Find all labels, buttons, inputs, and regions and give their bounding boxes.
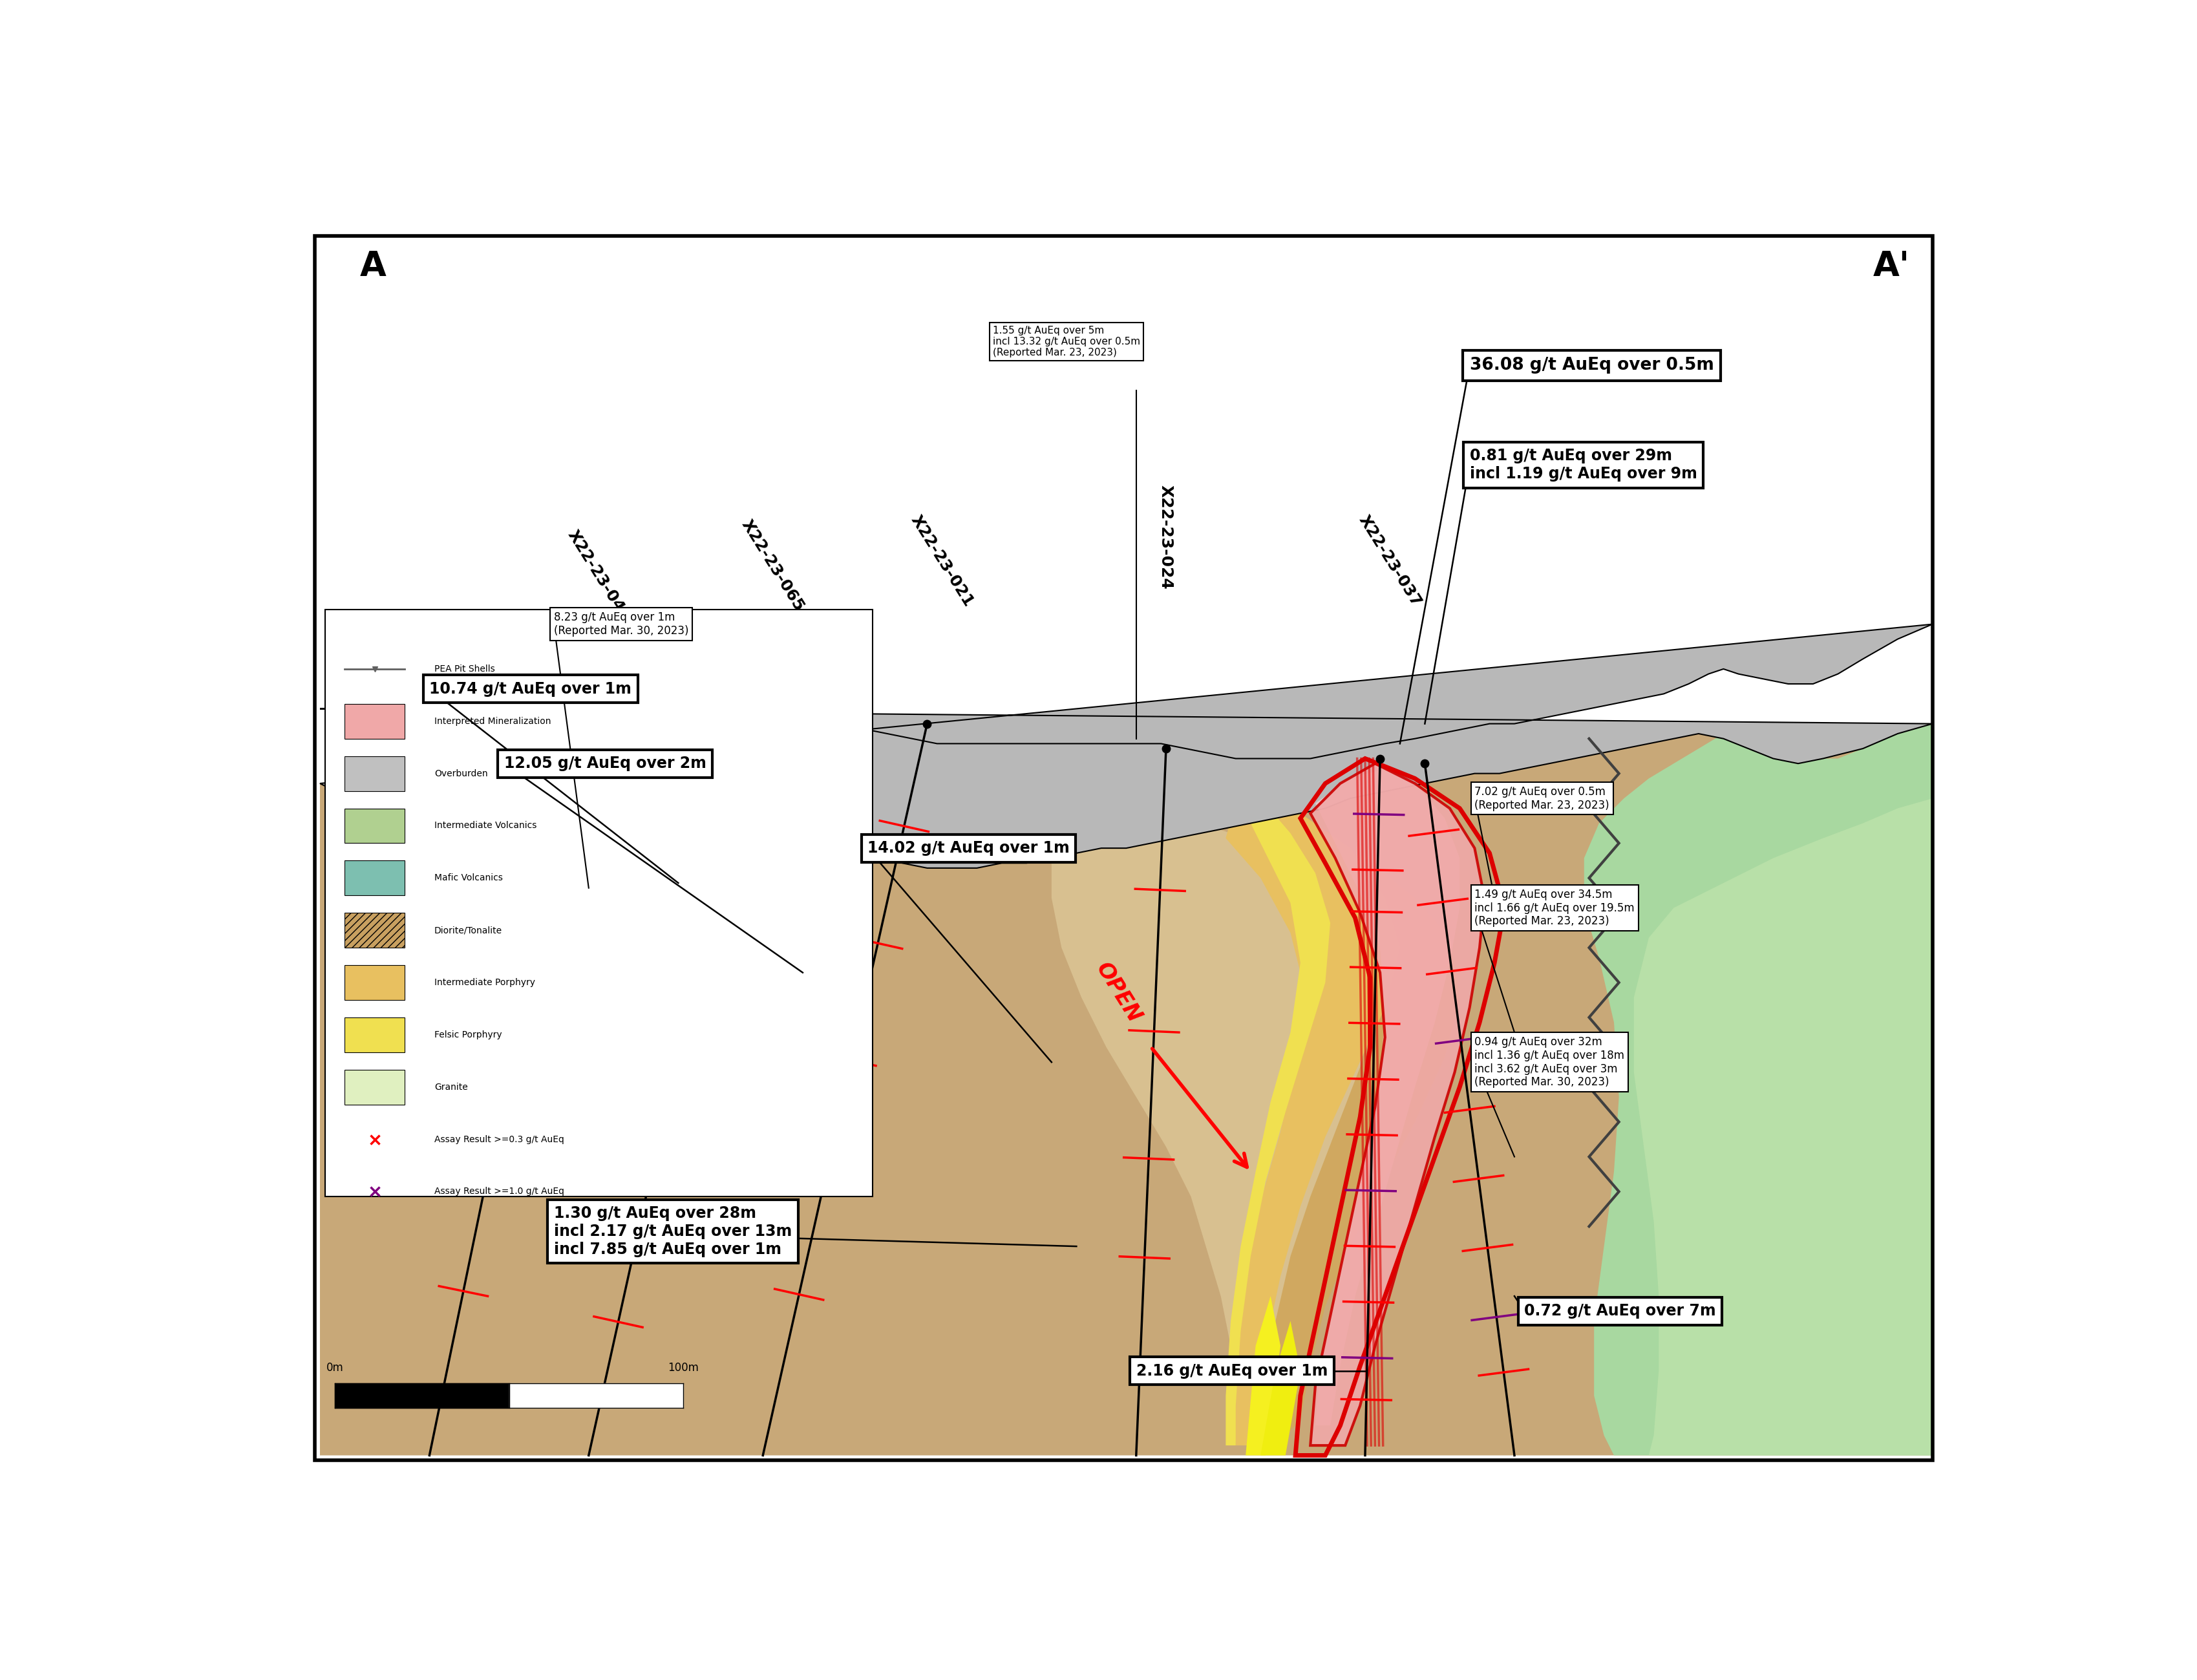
Bar bbox=[345, 756, 404, 791]
Text: 14.02 g/t AuEq over 1m: 14.02 g/t AuEq over 1m bbox=[868, 840, 1070, 855]
Text: 0.94 g/t AuEq over 32m
incl 1.36 g/t AuEq over 18m
incl 3.62 g/t AuEq over 3m
(R: 0.94 g/t AuEq over 32m incl 1.36 g/t AuE… bbox=[1474, 1037, 1624, 1089]
Bar bbox=[325, 610, 872, 1196]
Polygon shape bbox=[1226, 783, 1399, 1445]
Text: Assay Result >=1.0 g/t AuEq: Assay Result >=1.0 g/t AuEq bbox=[435, 1188, 565, 1196]
Text: 1.49 g/t AuEq over 34.5m
incl 1.66 g/t AuEq over 19.5m
(Reported Mar. 23, 2023): 1.49 g/t AuEq over 34.5m incl 1.66 g/t A… bbox=[1474, 889, 1635, 927]
Text: A: A bbox=[360, 249, 387, 282]
Text: 8.23 g/t AuEq over 1m
(Reported Mar. 30, 2023): 8.23 g/t AuEq over 1m (Reported Mar. 30,… bbox=[554, 612, 688, 637]
Bar bbox=[345, 704, 404, 739]
Polygon shape bbox=[1261, 1320, 1301, 1455]
Text: 12.05 g/t AuEq over 2m: 12.05 g/t AuEq over 2m bbox=[503, 756, 705, 771]
Polygon shape bbox=[1309, 763, 1485, 1445]
Text: Interpreted Mineralization: Interpreted Mineralization bbox=[435, 717, 551, 726]
Text: Overburden: Overburden bbox=[435, 769, 488, 778]
Polygon shape bbox=[1635, 798, 1933, 1455]
Text: 100m: 100m bbox=[668, 1362, 699, 1373]
Text: X22-23-024: X22-23-024 bbox=[1158, 486, 1173, 590]
Text: PEA Pit Shells: PEA Pit Shells bbox=[435, 665, 494, 674]
Bar bbox=[345, 1070, 404, 1104]
Bar bbox=[345, 1018, 404, 1052]
Text: 7.02 g/t AuEq over 0.5m
(Reported Mar. 23, 2023): 7.02 g/t AuEq over 0.5m (Reported Mar. 2… bbox=[1474, 786, 1610, 811]
Bar bbox=[345, 964, 404, 1000]
Polygon shape bbox=[321, 724, 1933, 1455]
Text: Diorite/Tonalite: Diorite/Tonalite bbox=[435, 926, 503, 934]
Bar bbox=[345, 808, 404, 843]
Text: Intermediate Volcanics: Intermediate Volcanics bbox=[435, 822, 536, 830]
Polygon shape bbox=[1226, 798, 1329, 1445]
Polygon shape bbox=[321, 625, 1933, 869]
Polygon shape bbox=[1316, 768, 1459, 1426]
Text: X22-23-021: X22-23-021 bbox=[907, 512, 975, 610]
Text: 0.81 g/t AuEq over 29m
incl 1.19 g/t AuEq over 9m: 0.81 g/t AuEq over 29m incl 1.19 g/t AuE… bbox=[1470, 449, 1696, 482]
Text: 10.74 g/t AuEq over 1m: 10.74 g/t AuEq over 1m bbox=[428, 680, 633, 697]
Text: A': A' bbox=[1872, 249, 1909, 282]
Text: 2.16 g/t AuEq over 1m: 2.16 g/t AuEq over 1m bbox=[1136, 1362, 1327, 1379]
Polygon shape bbox=[1052, 783, 1439, 1445]
Text: X22-23-045: X22-23-045 bbox=[565, 528, 633, 625]
Text: 0m: 0m bbox=[325, 1362, 343, 1373]
Text: 0.72 g/t AuEq over 7m: 0.72 g/t AuEq over 7m bbox=[1525, 1304, 1716, 1319]
Polygon shape bbox=[1584, 724, 1933, 1455]
Text: Granite: Granite bbox=[435, 1082, 468, 1092]
Text: Intermediate Porphyry: Intermediate Porphyry bbox=[435, 978, 536, 988]
Bar bbox=[345, 912, 404, 948]
Text: Assay Result >=0.3 g/t AuEq: Assay Result >=0.3 g/t AuEq bbox=[435, 1134, 565, 1144]
Bar bbox=[345, 860, 404, 895]
Polygon shape bbox=[1151, 773, 1459, 1445]
Text: Mafic Volcanics: Mafic Volcanics bbox=[435, 874, 503, 882]
Text: 1.30 g/t AuEq over 28m
incl 2.17 g/t AuEq over 13m
incl 7.85 g/t AuEq over 1m: 1.30 g/t AuEq over 28m incl 2.17 g/t AuE… bbox=[554, 1206, 791, 1257]
Text: OPEN: OPEN bbox=[1092, 959, 1145, 1026]
Text: 1.55 g/t AuEq over 5m
incl 13.32 g/t AuEq over 0.5m
(Reported Mar. 23, 2023): 1.55 g/t AuEq over 5m incl 13.32 g/t AuE… bbox=[993, 326, 1140, 358]
Text: X22-23-065: X22-23-065 bbox=[738, 517, 806, 615]
Polygon shape bbox=[1246, 1295, 1281, 1455]
Text: 36.08 g/t AuEq over 0.5m: 36.08 g/t AuEq over 0.5m bbox=[1470, 356, 1714, 373]
Text: X22-23-037: X22-23-037 bbox=[1356, 512, 1424, 610]
Text: Felsic Porphyry: Felsic Porphyry bbox=[435, 1030, 503, 1040]
